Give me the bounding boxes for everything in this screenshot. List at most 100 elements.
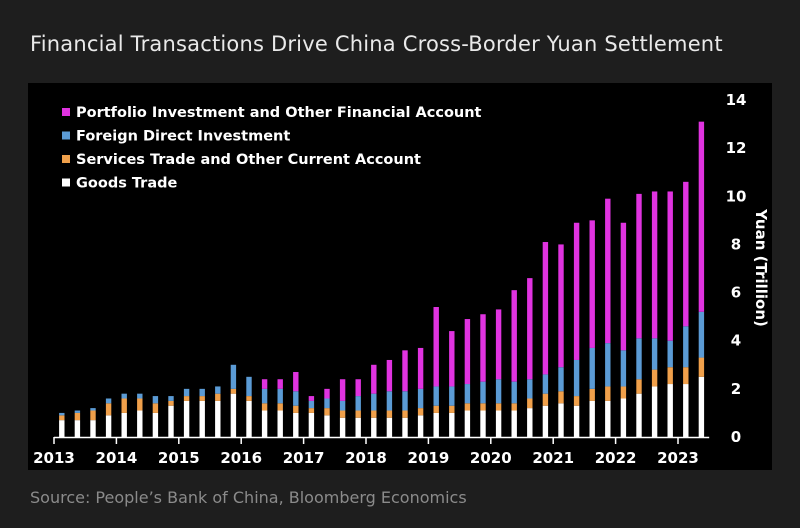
bar-segment [324,415,330,437]
bar-segment [355,396,361,411]
bar-segment [495,403,502,411]
bar-segment [152,412,159,437]
bar-segment [651,386,658,437]
bar-segment [527,408,533,437]
bar-segment [605,198,611,344]
y-axis-label: Yuan (Trillion) [752,208,770,327]
bar-segment [261,410,268,437]
bar-segment [199,396,205,401]
bar-segment [386,417,393,437]
bar-segment [449,405,455,413]
bar-segment [698,311,705,358]
bar-segment [105,403,112,416]
bar-segment [605,400,611,437]
bar-segment [511,403,517,411]
bar-segment [402,391,408,411]
bar-segment [542,405,549,437]
bar-segment [168,400,174,406]
bar-segment [246,376,252,397]
bar-segment [246,400,252,437]
bar-segment [277,379,283,389]
bar-segment [215,400,221,437]
bar-segment [620,386,627,399]
bar-segment [59,415,65,421]
bar-segment [651,369,658,387]
bar-segment [542,242,549,375]
bar-segment [464,384,471,404]
x-tick-label: 2022 [595,449,637,467]
bar-segment [417,388,424,409]
legend-swatch [62,108,70,116]
bar-segment [355,379,361,397]
bar-segment [371,410,377,418]
legend-swatch [62,131,70,140]
bar-segment [527,398,533,409]
bar-segment [542,393,549,406]
bar-segment [558,244,564,368]
bar-segment [308,408,315,413]
stacked-bar-chart: 2013 2014 2015 2016 2017 2018 2019 2020 2021 2022… [33,91,770,467]
x-tick-label: 2017 [283,449,325,467]
x-tick-label: 2021 [532,449,574,467]
y-axis: 0 2 4 6 8 10 12 14 [726,91,747,446]
bar-segment [464,319,471,385]
bar-segment [152,396,159,404]
bar-segment [683,384,689,437]
bar-segment [261,379,268,389]
x-tick-label: 2014 [96,449,138,467]
bar-segment [480,381,486,404]
bar-segment [417,415,424,437]
bar-segment [137,393,143,399]
legend-label: Portfolio Investment and Other Financial… [76,105,482,121]
bar-segment [74,410,81,413]
bar-segment [402,350,408,392]
y-tick-label: 0 [731,428,741,446]
bar-segment [121,398,127,413]
x-tick-label: 2016 [220,449,262,467]
bar-segment [683,326,689,368]
bar-segment [573,359,580,397]
y-tick-label: 14 [726,91,747,109]
bar-segment [277,410,283,437]
x-axis: 2013 2014 2015 2016 2017 2018 2019 2020 2021 2022… [33,436,710,467]
bar-segment [495,309,502,380]
y-tick-label: 8 [731,235,741,253]
bar-segment [480,403,486,411]
bar-segment [589,347,595,389]
bar-segment [698,121,705,312]
bar-segment [589,220,595,348]
bar-segment [511,381,517,404]
bar-segment [449,386,455,406]
bar-segment [168,405,174,437]
y-tick-label: 10 [726,187,747,205]
bar-segment [121,412,127,437]
bar-segment [558,367,564,392]
bar-segment [386,359,393,392]
bar-segment [74,420,81,437]
bar-segment [74,412,81,421]
bar-segment [277,403,283,411]
bar-segment [261,388,268,404]
bar-segment [308,412,315,437]
plot-area: 2013 2014 2015 2016 2017 2018 2019 2020 2021 2022… [28,83,772,470]
bar-segment [636,379,642,394]
chart-title: Financial Transactions Drive China Cross… [30,32,723,56]
legend: Portfolio Investment and Other Financial… [62,105,482,192]
bar-segment [449,331,455,387]
bar-segment [495,410,502,437]
bar-segment [667,384,673,437]
bar-segment [433,307,439,387]
bar-segment [464,403,471,411]
bar-segment [261,403,268,411]
bar-segment [293,391,299,406]
bar-segment [605,343,611,387]
y-tick-label: 6 [731,284,741,302]
bar-segment [667,340,673,368]
bar-segment [527,278,533,380]
bar-segment [277,388,283,404]
bar-segment [651,191,658,339]
bar-segment [215,393,221,401]
bar-segment [324,408,330,416]
bar-segment [589,388,595,401]
bar-segment [137,398,143,411]
